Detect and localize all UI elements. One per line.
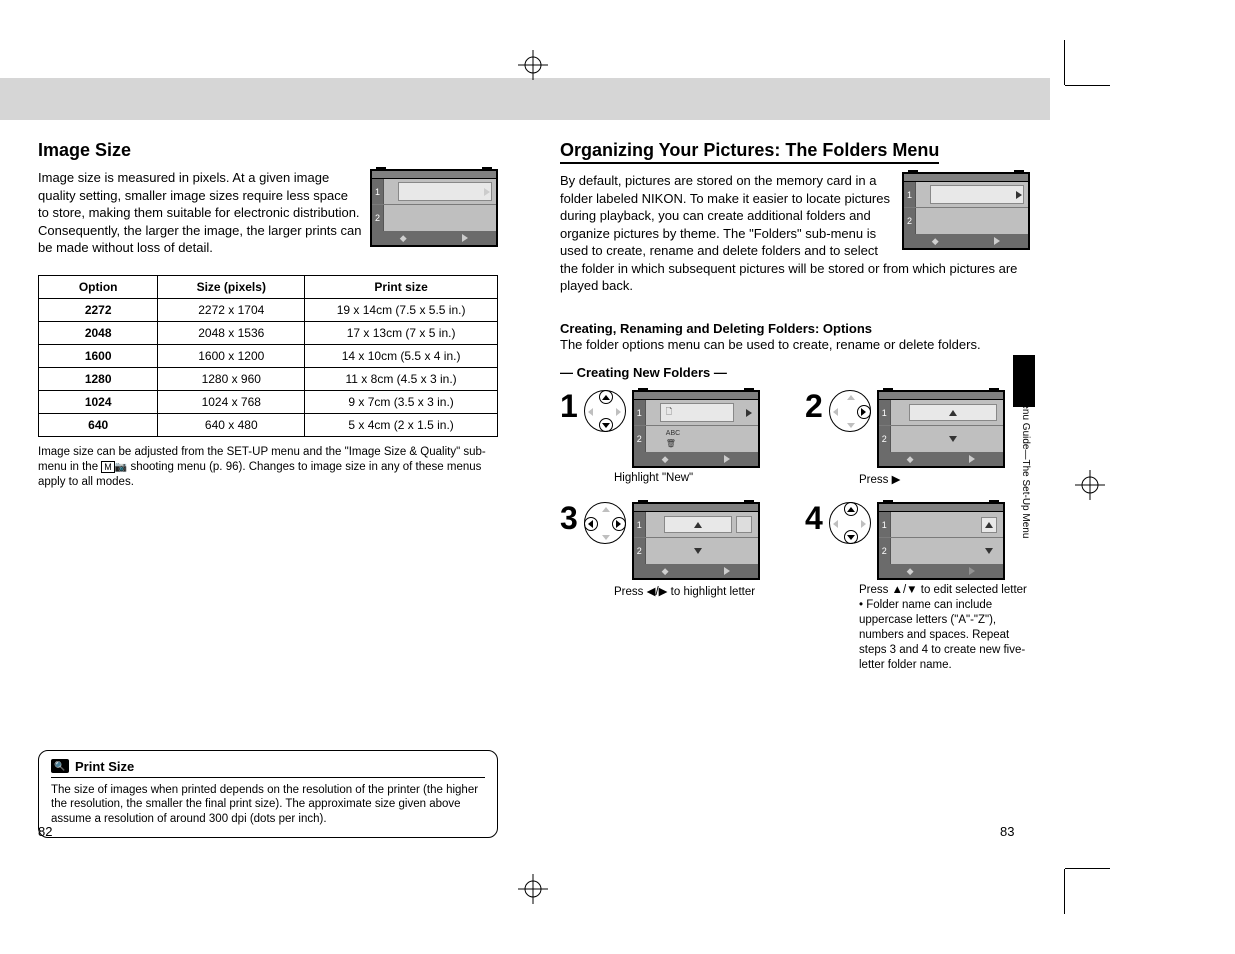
left-footnote: Image size can be adjusted from the SET-… <box>38 445 498 490</box>
steps-grid: 1 1🗋 2ABC🗑 ◆ <box>560 390 1030 673</box>
magnifier-icon: 🔍 <box>51 759 69 773</box>
print-size-note: 🔍 Print Size The size of images when pri… <box>38 750 498 839</box>
step-3: 3 1 2 ◆ <box>560 502 785 673</box>
options-heading: Creating, Renaming and Deleting Folders:… <box>560 321 1030 336</box>
step-2-caption: Press ▶ <box>859 472 1030 486</box>
step-3-caption: Press ◀/▶ to highlight letter <box>614 584 785 598</box>
dpad-icon <box>584 390 626 432</box>
registration-mark-top <box>518 50 548 80</box>
image-size-table: OptionSize (pixels)Print size 22722272 x… <box>38 275 498 437</box>
table-header: Size (pixels) <box>158 275 305 298</box>
table-row: 640640 x 4805 x 4cm (2 x 1.5 in.) <box>39 413 498 436</box>
step-1-caption: Highlight "New" <box>614 472 785 484</box>
step-2: 2 1 2 ◆ <box>805 390 1030 486</box>
crop-mark <box>1064 869 1065 914</box>
options-body: The folder options menu can be used to c… <box>560 336 1030 354</box>
crop-mark <box>1064 40 1065 85</box>
note-title-text: Print Size <box>75 759 134 774</box>
table-row: 20482048 x 153617 x 13cm (7 x 5 in.) <box>39 321 498 344</box>
table-row: 12801280 x 96011 x 8cm (4.5 x 3 in.) <box>39 367 498 390</box>
creating-heading: — Creating New Folders — <box>560 365 1030 380</box>
table-header: Print size <box>305 275 498 298</box>
figure-image-size-menu: 1 2 ◆ <box>370 169 498 247</box>
left-page: Image Size 1 2 ◆ Image size is measured … <box>38 140 498 838</box>
left-title: Image Size <box>38 140 498 161</box>
figure-folders-menu: 1 2 ◆ <box>902 172 1030 250</box>
page-number-right: 83 <box>1000 824 1014 839</box>
registration-mark-right <box>1075 470 1105 500</box>
dpad-icon <box>829 502 871 544</box>
dpad-icon <box>584 502 626 544</box>
table-row: 10241024 x 7689 x 7cm (3.5 x 3 in.) <box>39 390 498 413</box>
table-row: 16001600 x 120014 x 10cm (5.5 x 4 in.) <box>39 344 498 367</box>
note-body: The size of images when printed depends … <box>51 783 485 828</box>
top-gray-band <box>0 78 1050 120</box>
right-title: Organizing Your Pictures: The Folders Me… <box>560 140 1030 164</box>
step-4-note: • Folder name can include uppercase lett… <box>859 598 1030 673</box>
crop-mark <box>1065 868 1110 869</box>
dpad-icon <box>829 390 871 432</box>
step-4-caption: Press ▲/▼ to edit selected letter <box>859 584 1030 596</box>
table-header: Option <box>39 275 158 298</box>
right-page: Organizing Your Pictures: The Folders Me… <box>560 140 1030 673</box>
step-1: 1 1🗋 2ABC🗑 ◆ <box>560 390 785 486</box>
page-number-left: 82 <box>38 824 52 839</box>
step-4: 4 1 2 ◆ <box>805 502 1030 673</box>
table-row: 22722272 x 170419 x 14cm (7.5 x 5.5 in.) <box>39 298 498 321</box>
crop-mark <box>1065 85 1110 86</box>
registration-mark-bottom <box>518 874 548 904</box>
